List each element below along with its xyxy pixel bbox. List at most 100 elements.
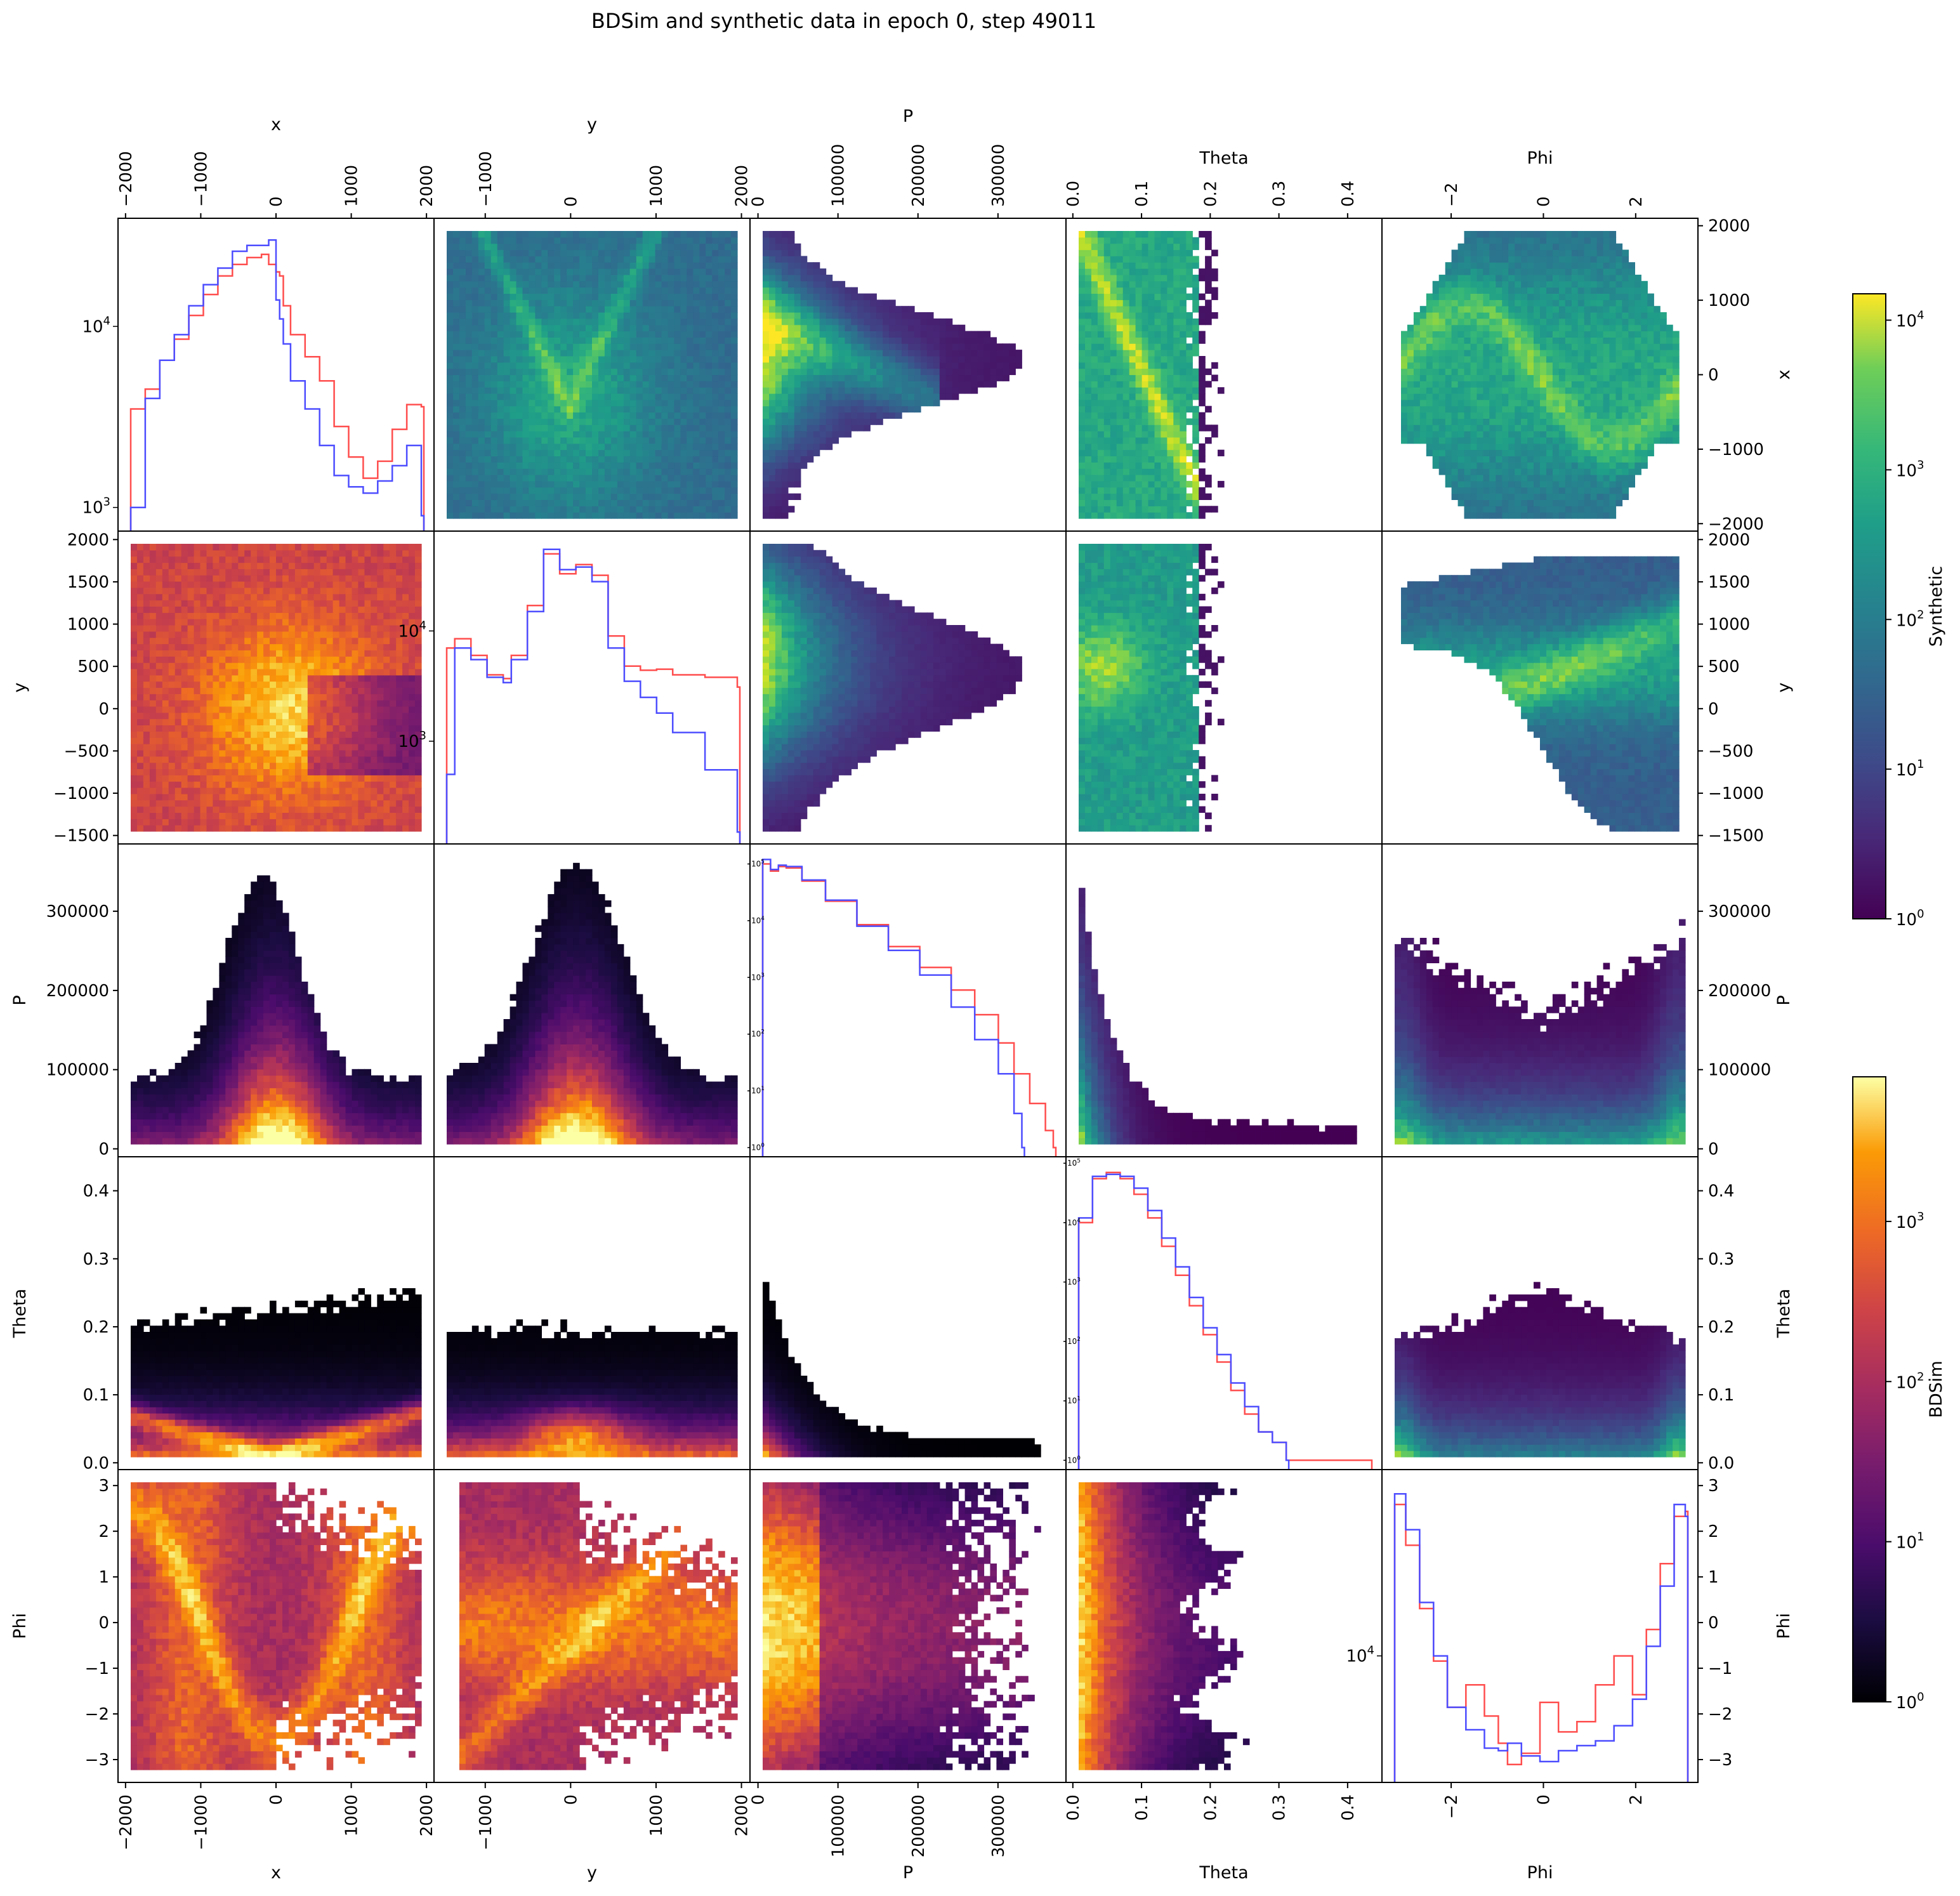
heatmap-bin — [712, 450, 719, 456]
heatmap-bin — [592, 481, 599, 487]
heatmap-bin — [1565, 262, 1572, 268]
heatmap-bin — [1085, 456, 1092, 463]
heatmap-bin — [1142, 406, 1149, 412]
heatmap-bin — [731, 500, 738, 506]
heatmap-bin — [1464, 244, 1471, 250]
heatmap-bin — [541, 381, 548, 387]
heatmap-bin — [1496, 393, 1503, 400]
heatmap-bin — [605, 500, 612, 506]
heatmap-bin — [769, 418, 776, 425]
heatmap-bin — [1136, 512, 1143, 518]
heatmap-bin — [725, 343, 732, 350]
heatmap-bin — [1148, 337, 1155, 343]
heatmap-bin — [731, 237, 738, 244]
heatmap-bin — [447, 387, 454, 393]
heatmap-bin — [567, 356, 574, 362]
heatmap-bin — [1565, 500, 1572, 506]
heatmap-bin — [1553, 356, 1560, 362]
heatmap-bin — [680, 356, 687, 362]
heatmap-bin — [478, 237, 485, 244]
heatmap-bin — [826, 294, 833, 300]
heatmap-bin — [1458, 256, 1465, 262]
heatmap-bin — [687, 281, 694, 287]
heatmap-bin — [1464, 237, 1471, 244]
heatmap-bin — [1489, 475, 1496, 481]
heatmap-bin — [1110, 387, 1117, 393]
heatmap-bin — [1546, 250, 1553, 256]
heatmap-bin — [1464, 450, 1471, 456]
heatmap-bin — [813, 412, 820, 419]
heatmap-bin — [624, 350, 631, 356]
heatmap-bin — [1218, 387, 1225, 393]
heatmap-bin — [927, 362, 934, 369]
heatmap-bin — [1003, 356, 1010, 362]
heatmap-bin — [1471, 462, 1478, 468]
heatmap-bin — [1559, 512, 1566, 518]
heatmap-bin — [636, 325, 643, 331]
heatmap-bin — [1155, 262, 1162, 268]
heatmap-bin — [1123, 337, 1130, 343]
heatmap-bin — [788, 475, 795, 481]
heatmap-bin — [1464, 350, 1471, 356]
heatmap-bin — [605, 425, 612, 431]
heatmap-bin — [794, 268, 801, 275]
heatmap-bin — [895, 356, 902, 362]
heatmap-bin — [1186, 343, 1193, 350]
heatmap-bin — [504, 306, 511, 312]
heatmap-bin — [668, 475, 675, 481]
heatmap-bin — [794, 387, 801, 393]
heatmap-bin — [1186, 268, 1193, 275]
heatmap-bin — [1471, 406, 1478, 412]
heatmap-bin — [1155, 406, 1162, 412]
heatmap-bin — [1129, 456, 1136, 463]
heatmap-bin — [573, 319, 580, 325]
heatmap-bin — [718, 237, 725, 244]
heatmap-bin — [1148, 375, 1155, 381]
heatmap-bin — [984, 381, 991, 387]
heatmap-bin — [1180, 393, 1187, 400]
heatmap-bin — [1515, 294, 1522, 300]
heatmap-bin — [1477, 450, 1483, 456]
heatmap-bin — [1426, 350, 1433, 356]
heatmap-bin — [820, 306, 827, 312]
heatmap-bin — [1439, 350, 1446, 356]
heatmap-bin — [763, 287, 770, 294]
heatmap-bin — [655, 319, 662, 325]
heatmap-bin — [1565, 300, 1572, 306]
heatmap-bin — [586, 350, 593, 356]
heatmap-bin — [554, 468, 561, 475]
heatmap-bin — [617, 462, 624, 468]
heatmap-bin — [1477, 369, 1483, 375]
heatmap-bin — [1142, 425, 1149, 431]
heatmap-bin — [1515, 418, 1522, 425]
heatmap-bin — [1180, 287, 1187, 294]
heatmap-bin — [510, 250, 517, 256]
heatmap-bin — [706, 456, 713, 463]
heatmap-bin — [1142, 300, 1149, 306]
heatmap-bin — [497, 319, 504, 325]
heatmap-bin — [453, 462, 460, 468]
heatmap-bin — [680, 506, 687, 512]
heatmap-bin — [447, 362, 454, 369]
heatmap-bin — [510, 268, 517, 275]
heatmap-bin — [655, 268, 662, 275]
heatmap-bin — [1508, 237, 1515, 244]
heatmap-bin — [1483, 450, 1490, 456]
heatmap-bin — [826, 287, 833, 294]
heatmap-bin — [1173, 418, 1180, 425]
heatmap-bin — [447, 400, 454, 406]
heatmap-bin — [668, 294, 675, 300]
heatmap-bin — [794, 300, 801, 306]
heatmap-bin — [706, 494, 713, 500]
heatmap-bin — [914, 393, 921, 400]
heatmap-bin — [579, 468, 586, 475]
heatmap-bin — [1521, 450, 1528, 456]
heatmap-bin — [1565, 494, 1572, 500]
heatmap-bin — [1211, 294, 1218, 300]
heatmap-bin — [1458, 312, 1465, 319]
heatmap-bin — [1180, 256, 1187, 262]
heatmap-bin — [1079, 337, 1086, 343]
heatmap-bin — [1477, 400, 1483, 406]
heatmap-bin — [592, 393, 599, 400]
heatmap-bin — [1173, 262, 1180, 268]
